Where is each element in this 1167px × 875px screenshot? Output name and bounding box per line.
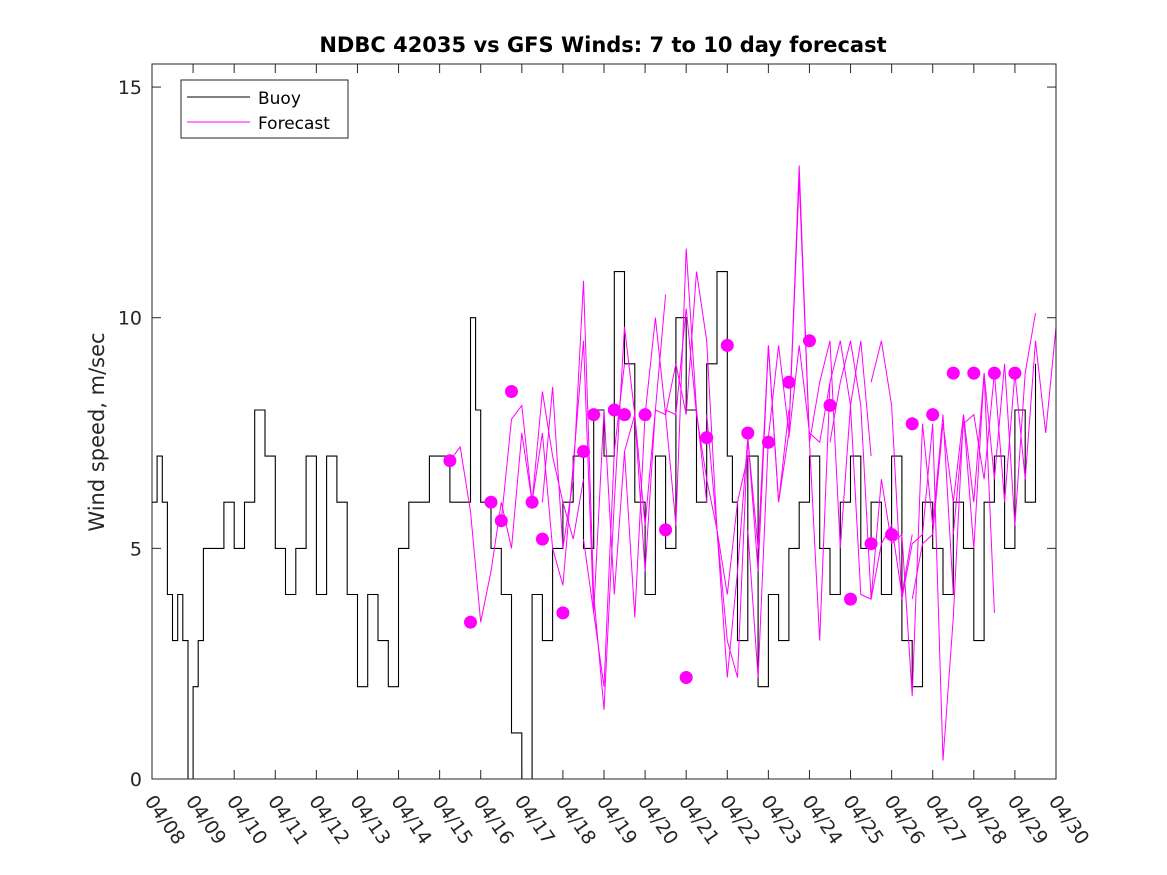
forecast-marker	[823, 398, 837, 412]
forecast-marker	[535, 532, 549, 546]
x-tick-label: 04/18	[551, 791, 600, 848]
forecast-run-line	[829, 340, 954, 697]
forecast-marker	[618, 408, 631, 422]
y-tick-label: 0	[130, 769, 142, 791]
legend-buoy-label: Buoy	[258, 89, 301, 109]
x-tick-label: 04/24	[797, 791, 846, 848]
forecast-marker	[967, 366, 981, 380]
x-tick-label: 04/10	[222, 791, 271, 848]
forecast-marker	[464, 615, 477, 629]
x-tick-label: 04/26	[880, 791, 929, 848]
x-tick-label: 04/30	[1044, 791, 1093, 848]
x-tick-label: 04/14	[386, 791, 435, 848]
forecast-marker	[556, 606, 570, 620]
forecast-run-line	[952, 326, 1057, 535]
x-tick-label: 04/09	[181, 791, 230, 848]
legend-box	[180, 79, 349, 139]
x-tick-label: 04/17	[510, 791, 559, 848]
x-tick-label: 04/25	[838, 791, 887, 848]
forecast-run-line	[870, 340, 995, 761]
x-tick-label: 04/08	[140, 791, 189, 848]
x-tick-label: 04/23	[756, 791, 805, 848]
y-tick-label: 10	[118, 308, 142, 330]
y-tick-label: 15	[118, 77, 142, 99]
forecast-marker	[885, 528, 899, 541]
forecast-marker	[803, 334, 816, 348]
y-axis: 0 5 10 15	[118, 77, 1056, 791]
forecast-marker	[905, 417, 919, 431]
forecast-marker	[946, 366, 960, 380]
x-tick-label: 04/11	[263, 791, 312, 848]
forecast-marker	[607, 403, 621, 417]
forecast-marker	[926, 408, 940, 422]
x-tick-label: 04/12	[304, 791, 353, 848]
x-tick-label: 04/27	[921, 791, 970, 848]
forecast-run-line	[624, 271, 749, 595]
forecast-marker	[1008, 366, 1022, 380]
forecast-markers	[443, 334, 1022, 684]
forecast-marker	[587, 408, 601, 422]
forecast-marker	[782, 375, 796, 389]
forecast-marker	[720, 338, 734, 352]
forecast-marker	[741, 426, 755, 440]
y-tick-label: 5	[130, 538, 142, 560]
x-tick-label: 04/16	[469, 791, 518, 848]
forecast-marker	[494, 514, 508, 528]
x-tick-label: 04/22	[715, 791, 764, 848]
chart-title: NDBC 42035 vs GFS Winds: 7 to 10 day for…	[319, 33, 886, 57]
y-axis-label: Wind speed, m/sec	[85, 332, 109, 531]
forecast-run-line	[449, 391, 584, 623]
forecast-marker	[638, 408, 652, 422]
forecast-marker	[443, 454, 457, 468]
forecast-marker	[844, 592, 857, 606]
x-tick-label: 04/21	[674, 791, 723, 848]
forecast-marker	[987, 366, 1001, 380]
forecast-run-line	[500, 340, 625, 687]
x-tick-label: 04/28	[962, 791, 1011, 848]
legend-forecast-label: Forecast	[258, 114, 330, 134]
forecast-marker	[577, 445, 590, 458]
forecast-marker	[505, 385, 518, 398]
forecast-run-line	[541, 280, 667, 710]
forecast-marker	[761, 435, 775, 449]
forecast-marker	[659, 523, 673, 537]
legend: Buoy Forecast	[180, 79, 349, 139]
x-tick-label: 04/19	[592, 791, 641, 848]
x-tick-label: 04/29	[1003, 791, 1052, 848]
forecast-marker	[864, 537, 878, 551]
forecast-marker	[700, 431, 714, 445]
forecast-run-line	[911, 313, 1036, 600]
x-tick-label: 04/20	[633, 791, 682, 848]
forecast-marker	[525, 495, 539, 509]
forecast-run-line	[788, 340, 913, 600]
forecast-marker	[484, 495, 498, 509]
x-tick-label: 04/15	[428, 791, 477, 848]
forecast-marker	[679, 671, 693, 684]
x-tick-label: 04/13	[345, 791, 394, 848]
